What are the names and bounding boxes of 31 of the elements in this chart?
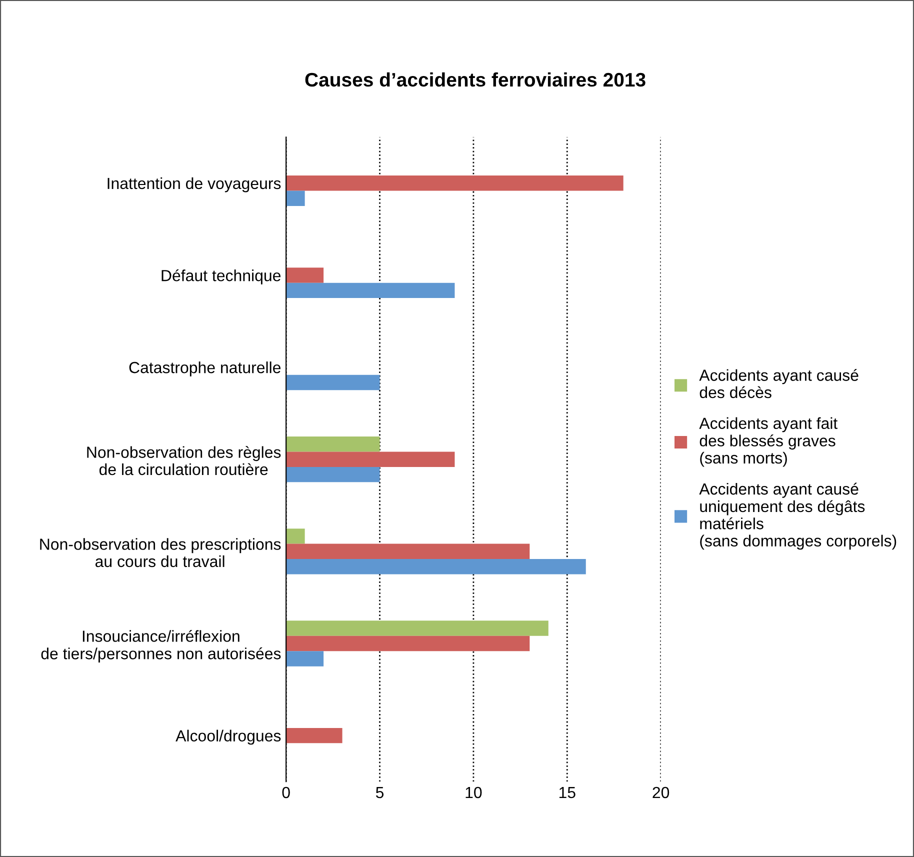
y-tick-label: Défaut technique [162, 269, 281, 284]
bar [286, 559, 586, 574]
bar [286, 466, 380, 482]
x-tick-label: 0 [282, 786, 290, 798]
x-tick-label: 10 [466, 786, 482, 798]
bar [286, 528, 305, 544]
bar [286, 176, 624, 191]
bar [286, 620, 548, 636]
bar [286, 190, 305, 206]
bar [286, 651, 324, 666]
y-tick-label: Non-observation des prescriptions au cours du travail [40, 538, 281, 568]
y-tick-label: Inattention de voyageurs [108, 177, 281, 192]
x-tick-label: 5 [376, 787, 384, 798]
legend-label: Accidents ayant fait des blessés graves (sans morts) [699, 417, 838, 467]
y-tick-label: Non-observation des règles de la circulation routière [87, 446, 281, 476]
legend-label: Accidents ayant causé des décès [699, 369, 858, 398]
bar [286, 636, 530, 652]
bar [286, 544, 530, 560]
x-tick-label: 20 [652, 786, 670, 798]
bar [286, 728, 342, 744]
bar [286, 268, 324, 283]
y-tick-label: Alcool/drogues [176, 730, 281, 745]
x-tick-label: 15 [559, 787, 576, 798]
bar [286, 282, 455, 298]
y-tick-label: Insouciance/irréflexion de tiers/personnes non autorisées [41, 630, 281, 662]
legend-label: Accidents ayant causé uniquement des dégâts matériels (sans dommages corporels) [699, 482, 896, 550]
bar [286, 436, 380, 452]
chart-title: Causes d’accidents ferroviaires 2013 [305, 72, 646, 87]
bar [286, 374, 380, 390]
bar [286, 452, 455, 467]
y-tick-label: Catastrophe naturelle [129, 362, 281, 376]
